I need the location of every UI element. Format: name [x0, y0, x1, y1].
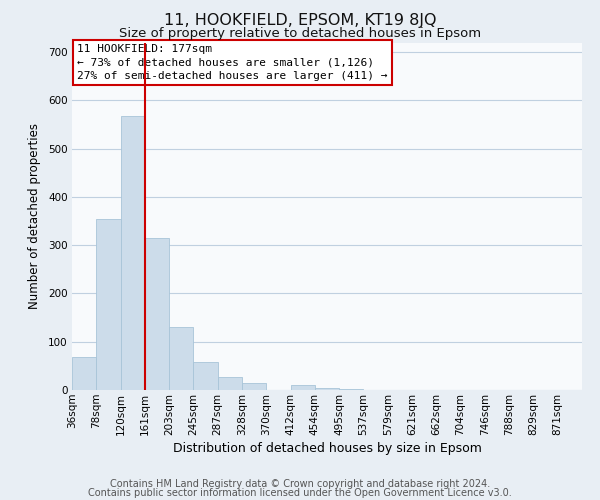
Bar: [315, 388, 339, 390]
Bar: [193, 362, 218, 390]
Bar: [242, 383, 266, 390]
Bar: [72, 357, 96, 390]
X-axis label: Distribution of detached houses by size in Epsom: Distribution of detached houses by size …: [173, 442, 481, 455]
Text: 11 HOOKFIELD: 177sqm
← 73% of detached houses are smaller (1,126)
27% of semi-de: 11 HOOKFIELD: 177sqm ← 73% of detached h…: [77, 44, 388, 80]
Bar: [218, 377, 242, 390]
Bar: [339, 389, 364, 390]
Bar: [145, 238, 169, 390]
Text: Contains public sector information licensed under the Open Government Licence v3: Contains public sector information licen…: [88, 488, 512, 498]
Bar: [169, 328, 193, 390]
Bar: [121, 116, 145, 390]
Text: Size of property relative to detached houses in Epsom: Size of property relative to detached ho…: [119, 28, 481, 40]
Bar: [290, 385, 315, 390]
Text: Contains HM Land Registry data © Crown copyright and database right 2024.: Contains HM Land Registry data © Crown c…: [110, 479, 490, 489]
Text: 11, HOOKFIELD, EPSOM, KT19 8JQ: 11, HOOKFIELD, EPSOM, KT19 8JQ: [164, 12, 436, 28]
Y-axis label: Number of detached properties: Number of detached properties: [28, 123, 41, 309]
Bar: [96, 218, 121, 390]
